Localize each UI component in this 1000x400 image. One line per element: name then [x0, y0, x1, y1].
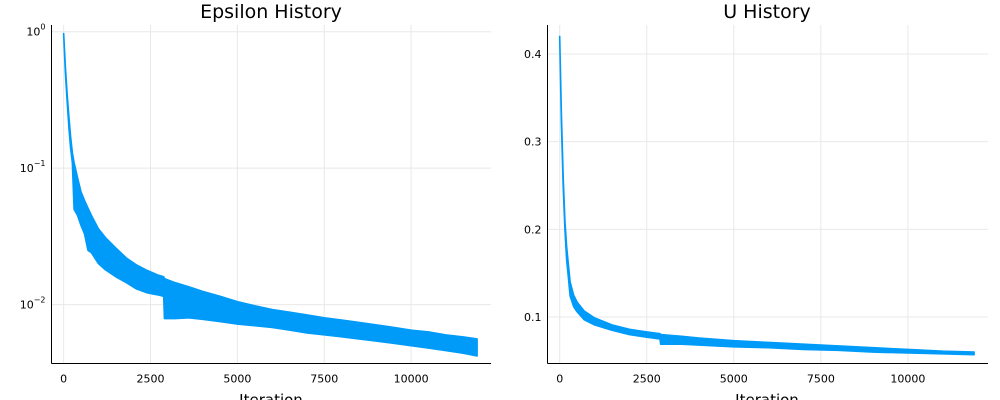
u-y-tick-label: 0.2: [524, 223, 542, 236]
u-y-ticks: 0.1 0.2 0.3 0.4: [524, 48, 542, 324]
epsilon-band-layer: [62, 32, 478, 357]
epsilon-x-ticks: 0 2500 5000 7500 10000: [60, 373, 428, 386]
epsilon-y-ticks: 10−2 10−1 100: [20, 23, 46, 312]
epsilon-grid: [51, 25, 491, 364]
u-x-tick-label: 7500: [807, 373, 835, 386]
u-x-axis-label: Iteration: [735, 391, 799, 400]
epsilon-x-axis-label: Iteration: [239, 391, 303, 400]
epsilon-x-tick-label: 5000: [223, 373, 251, 386]
epsilon-series-0-band: [62, 32, 478, 357]
u-x-tick-label: 0: [556, 373, 563, 386]
u-y-tick-label: 0.3: [524, 136, 542, 149]
epsilon-y-tick-label: 10−2: [20, 296, 46, 312]
u-chart-title: U History: [723, 1, 811, 23]
u-band-layer: [558, 35, 975, 356]
u-x-tick-label: 5000: [720, 373, 748, 386]
epsilon-x-tick-label: 7500: [310, 373, 338, 386]
u-x-tick-label: 2500: [633, 373, 661, 386]
u-x-ticks: 0 2500 5000 7500 10000: [556, 373, 925, 386]
epsilon-y-tick-label: 10−1: [20, 159, 46, 175]
u-y-tick-label: 0.4: [524, 48, 542, 61]
u-series-0-band: [558, 35, 975, 356]
epsilon-y-tick-label: 100: [26, 23, 45, 39]
epsilon-x-tick-label: 2500: [137, 373, 165, 386]
u-x-tick-label: 10000: [890, 373, 925, 386]
u-y-tick-label: 0.1: [524, 311, 542, 324]
epsilon-chart-title: Epsilon History: [200, 1, 342, 23]
epsilon-panel: Epsilon History 0 2500 5000 7500 10000 10−21…: [20, 1, 491, 400]
epsilon-x-tick-label: 10000: [394, 373, 429, 386]
epsilon-x-tick-label: 0: [60, 373, 67, 386]
u-grid: [547, 25, 988, 364]
u-panel: U History 0 2500 5000 7500 10000 0.10.20.30.…: [524, 1, 988, 400]
